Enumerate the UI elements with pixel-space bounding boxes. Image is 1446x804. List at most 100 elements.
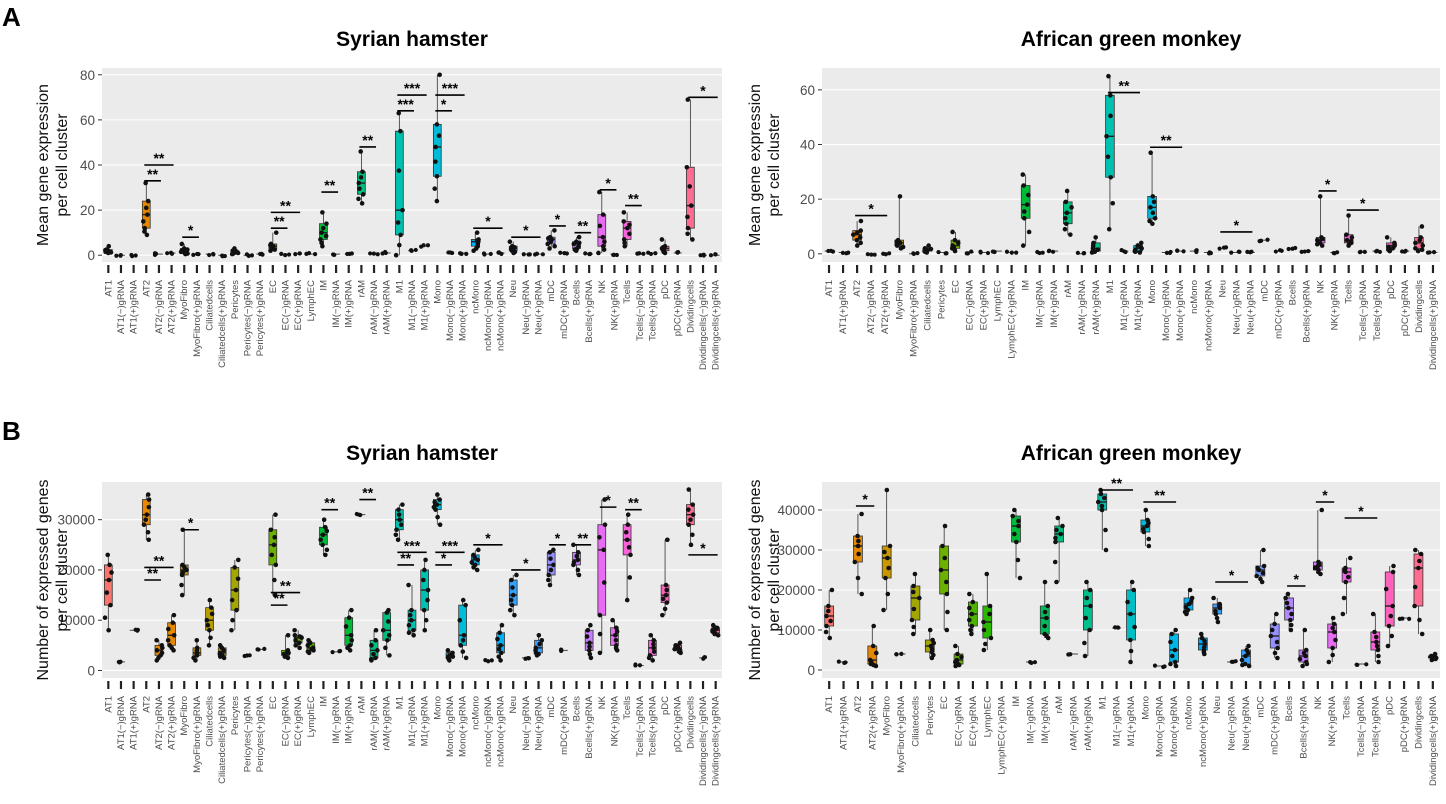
data-point bbox=[931, 640, 937, 646]
data-point bbox=[1128, 637, 1133, 643]
x-tick-label-ciliatedcells: Ciliatedcells bbox=[922, 280, 933, 331]
x-tick-label-at1-grna: AT1(−)gRNA bbox=[116, 279, 127, 334]
data-point bbox=[1021, 215, 1027, 221]
x-tick-label-mono: Mono bbox=[1147, 280, 1158, 304]
points-ram-grna bbox=[1066, 652, 1078, 657]
x-tick-label-ncmono: ncMono bbox=[1183, 696, 1194, 730]
x-tick-label-tcells-grna: Tcells(−)gRNA bbox=[635, 279, 646, 341]
significance-bcells-vs-bcells-grna: ** bbox=[574, 530, 592, 546]
significance-ec-vs-ec-grna: ** bbox=[270, 590, 288, 606]
data-point bbox=[179, 582, 184, 588]
data-point bbox=[552, 228, 557, 233]
data-point bbox=[588, 251, 593, 256]
data-point bbox=[142, 229, 147, 234]
data-point bbox=[633, 662, 638, 667]
x-tick-label-ram: rAM bbox=[356, 696, 367, 714]
chart-a-syrian-hamster: Syrian hamster 0 20 40 60 80 Mean gene express… bbox=[35, 28, 722, 370]
data-point bbox=[637, 663, 643, 668]
data-point bbox=[1391, 563, 1396, 569]
data-point bbox=[981, 627, 987, 633]
data-point bbox=[545, 236, 551, 241]
x-tick-label-im: IM bbox=[318, 696, 329, 707]
data-point bbox=[931, 652, 936, 658]
data-point bbox=[324, 547, 330, 553]
data-point bbox=[514, 572, 519, 578]
data-point bbox=[597, 631, 603, 637]
data-point bbox=[686, 487, 692, 492]
significance-label: * bbox=[605, 175, 611, 191]
data-point bbox=[938, 567, 944, 573]
data-point bbox=[1213, 608, 1218, 614]
x-tick-label-mono: Mono bbox=[1140, 696, 1151, 720]
significance-label: * bbox=[485, 530, 491, 546]
data-point bbox=[146, 497, 152, 502]
data-point bbox=[825, 608, 831, 614]
data-point bbox=[710, 622, 716, 628]
x-tick-label-pericytes: Pericytes bbox=[936, 280, 947, 319]
points-at1 bbox=[824, 248, 836, 254]
data-point bbox=[102, 615, 108, 620]
data-point bbox=[1202, 638, 1207, 644]
significance-nk-vs-nk-grna: * bbox=[599, 175, 617, 191]
points-im-grna bbox=[1025, 659, 1038, 666]
points-dividingcells-grna bbox=[699, 655, 708, 661]
x-tick-label-tcells: Tcells bbox=[622, 696, 633, 720]
data-point bbox=[856, 551, 861, 557]
box-neu-grna bbox=[1239, 643, 1252, 669]
x-tick-label-bcells: Bcells bbox=[1288, 280, 1299, 306]
data-point bbox=[207, 597, 213, 603]
points-neu-grna bbox=[521, 252, 532, 257]
data-point bbox=[1331, 621, 1337, 627]
data-point bbox=[1090, 243, 1096, 248]
y-axis-label-line: Mean gene expression bbox=[747, 84, 764, 246]
data-point bbox=[368, 656, 374, 662]
significance-at2-vs-at2-grna: * bbox=[855, 491, 875, 507]
data-point bbox=[144, 512, 150, 517]
data-point bbox=[407, 612, 413, 618]
x-tick-label-tcells-grna: Tcells(−)gRNA bbox=[1356, 695, 1367, 757]
x-tick-label-im-grna: IM(−)gRNA bbox=[1025, 695, 1036, 743]
y-tick-label: 40 bbox=[800, 138, 815, 153]
data-point bbox=[955, 240, 961, 246]
data-point bbox=[1082, 640, 1087, 646]
x-tick-label-ram-grna: rAM(+)gRNA bbox=[1083, 695, 1094, 750]
data-point bbox=[858, 240, 863, 246]
x-tick-label-mono-grna: Mono(−)gRNA bbox=[1161, 279, 1172, 341]
x-tick-label-ec: EC bbox=[950, 280, 961, 293]
box-tcells bbox=[622, 512, 633, 603]
box-im bbox=[1010, 507, 1023, 581]
data-point bbox=[1132, 249, 1138, 255]
significance-dividingcells-vs-dividingcells-grna: * bbox=[688, 82, 718, 98]
data-point bbox=[273, 230, 279, 235]
data-point bbox=[178, 249, 184, 255]
points-pericytes bbox=[936, 249, 949, 256]
data-point bbox=[461, 632, 467, 638]
data-point bbox=[968, 627, 973, 633]
data-point bbox=[1116, 625, 1121, 630]
box-im-grna bbox=[1039, 579, 1051, 641]
data-point bbox=[688, 542, 694, 548]
data-point bbox=[690, 512, 696, 517]
data-point bbox=[1344, 237, 1350, 243]
data-point bbox=[663, 592, 669, 598]
points-im-grna bbox=[344, 251, 354, 257]
data-point bbox=[911, 606, 917, 612]
data-point bbox=[613, 625, 619, 631]
points-dividingcells-grna bbox=[1425, 249, 1438, 255]
box-at2 bbox=[851, 218, 864, 248]
x-tick-label-tcells-grna: Tcells(−)gRNA bbox=[635, 695, 646, 757]
data-point bbox=[1412, 603, 1417, 609]
data-point bbox=[346, 615, 352, 620]
box-ncmono bbox=[470, 230, 481, 254]
data-point bbox=[324, 528, 330, 534]
data-point bbox=[1275, 645, 1280, 651]
x-tick-label-ncmono: ncMono bbox=[470, 280, 481, 314]
box-ncmono bbox=[469, 547, 481, 573]
data-point bbox=[1081, 251, 1086, 256]
y-axis-label-line: per cell cluster bbox=[766, 528, 783, 632]
data-point bbox=[650, 658, 655, 663]
data-point bbox=[142, 225, 148, 231]
data-point bbox=[1010, 513, 1016, 519]
data-point bbox=[559, 648, 564, 653]
data-point bbox=[1143, 507, 1149, 513]
